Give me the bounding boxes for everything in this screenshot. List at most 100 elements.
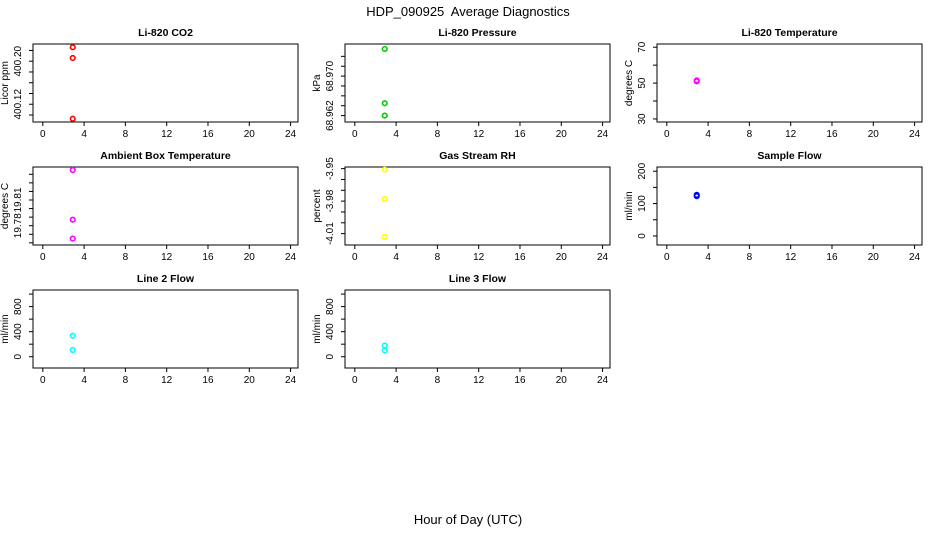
data-point	[69, 332, 76, 339]
data-point	[381, 166, 388, 173]
x-tick-label: 0	[664, 129, 670, 140]
plot-box	[656, 166, 923, 246]
x-tick-label: 12	[161, 129, 173, 140]
y-tick-label: 0	[325, 354, 336, 360]
x-tick-label: 4	[393, 375, 399, 386]
x-tick-label: 16	[202, 375, 214, 386]
panel-line-2-flow: Line 2 Flow 0 4 8 12 16 20 24 0 400 800 ml/min	[0, 246, 312, 388]
data-point	[693, 193, 700, 200]
panel-title: Line 3 Flow	[449, 273, 507, 285]
y-tick-label: 19.81	[13, 187, 24, 212]
data-point	[381, 233, 388, 240]
x-tick-label: 20	[244, 252, 256, 263]
y-tick-label: 400	[325, 323, 336, 340]
y-axis-title: percent	[312, 189, 323, 223]
x-tick-label: 24	[597, 129, 609, 140]
x-tick-label: 20	[244, 375, 256, 386]
x-tick-label: 24	[285, 129, 297, 140]
x-tick-label: 20	[868, 129, 880, 140]
y-tick-label: -3.98	[325, 189, 336, 212]
x-tick-label: 16	[202, 252, 214, 263]
x-tick-label: 8	[747, 252, 753, 263]
panel-title: Line 2 Flow	[137, 273, 195, 285]
x-tick-label: 24	[909, 129, 921, 140]
data-point	[69, 216, 76, 223]
x-tick-label: 8	[123, 129, 129, 140]
plot-box	[344, 289, 611, 369]
x-tick-label: 4	[81, 129, 87, 140]
y-axis-title: ml/min	[624, 191, 635, 220]
y-tick-label: 800	[13, 298, 24, 315]
panel-plot: Gas Stream RH 0 4 8 12 16 20 24 -4.01 -3.98 -3.95p…	[312, 150, 611, 263]
y-tick-label: 0	[637, 233, 648, 239]
panel-sample-flow: Sample Flow 0 4 8 12 16 20 24 0 100 200 ml/min	[624, 123, 936, 265]
y-tick-label: 70	[637, 41, 648, 53]
y-tick-label: 400	[13, 323, 24, 340]
x-tick-label: 12	[785, 129, 797, 140]
data-point	[69, 115, 76, 122]
x-tick-label: 20	[556, 129, 568, 140]
x-tick-label: 12	[473, 252, 485, 263]
plot-box	[344, 166, 611, 246]
diagnostics-panel-grid: Li-820 CO2 0 4 8 12 16 20 24 400.12 400.20 Licor p…	[0, 0, 936, 388]
x-tick-label: 12	[785, 252, 797, 263]
x-tick-label: 8	[435, 375, 441, 386]
data-point	[381, 195, 388, 203]
figure-title: HDP_090925 Average Diagnostics	[366, 4, 570, 19]
panel-plot: Li-820 Temperature 0 4 8 12 16 20 24 30 50 70degre…	[624, 27, 923, 140]
panel-li-820-pressure: Li-820 Pressure 0 4 8 12 16 20 24 68.962 68.970 kP…	[312, 0, 624, 142]
x-tick-label: 0	[40, 252, 46, 263]
y-tick-label: -4.01	[325, 222, 336, 245]
data-point	[381, 100, 388, 107]
x-tick-label: 20	[244, 129, 256, 140]
x-tick-label: 0	[664, 252, 670, 263]
x-tick-label: 16	[514, 252, 526, 263]
panel-title: Gas Stream RH	[439, 150, 515, 162]
x-tick-label: 24	[597, 375, 609, 386]
x-tick-label: 16	[514, 375, 526, 386]
x-tick-label: 20	[868, 252, 880, 263]
x-tick-label: 0	[40, 375, 46, 386]
data-point	[69, 166, 76, 174]
x-tick-label: 4	[705, 129, 711, 140]
x-tick-label: 12	[161, 375, 173, 386]
y-axis-title: kPa	[312, 74, 323, 92]
x-tick-label: 24	[909, 252, 921, 263]
x-tick-label: 24	[597, 252, 609, 263]
data-point	[381, 112, 388, 119]
panel-title: Li-820 CO2	[138, 27, 193, 39]
panel-title: Li-820 Temperature	[741, 27, 837, 39]
y-tick-label: 19.78	[13, 213, 24, 238]
plot-box	[344, 43, 611, 123]
x-tick-label: 8	[747, 129, 753, 140]
x-tick-label: 4	[393, 252, 399, 263]
x-tick-label: 24	[285, 375, 297, 386]
y-tick-label: 68.970	[325, 60, 336, 91]
x-tick-label: 12	[473, 375, 485, 386]
x-tick-label: 0	[352, 375, 358, 386]
x-tick-label: 16	[202, 129, 214, 140]
x-tick-label: 12	[161, 252, 173, 263]
x-axis-caption: Hour of Day (UTC)	[413, 512, 523, 527]
data-point	[69, 44, 76, 51]
y-tick-label: 400.12	[13, 89, 24, 120]
x-tick-label: 16	[826, 252, 838, 263]
y-axis-title: ml/min	[0, 314, 11, 343]
x-tick-label: 4	[705, 252, 711, 263]
panel-li-820-co2: Li-820 CO2 0 4 8 12 16 20 24 400.12 400.20 Licor p…	[0, 0, 312, 142]
y-tick-label: 400.20	[13, 45, 24, 76]
y-axis-title: degrees C	[0, 183, 11, 229]
data-point	[381, 45, 388, 53]
data-point	[69, 235, 76, 242]
x-tick-label: 8	[123, 252, 129, 263]
y-tick-label: 68.962	[325, 100, 336, 131]
panel-plot: Sample Flow 0 4 8 12 16 20 24 0 100 200 ml/min	[624, 150, 923, 263]
data-point	[693, 78, 700, 85]
plot-box	[32, 289, 299, 369]
x-tick-label: 4	[81, 252, 87, 263]
x-tick-label: 8	[123, 375, 129, 386]
x-tick-label: 16	[826, 129, 838, 140]
